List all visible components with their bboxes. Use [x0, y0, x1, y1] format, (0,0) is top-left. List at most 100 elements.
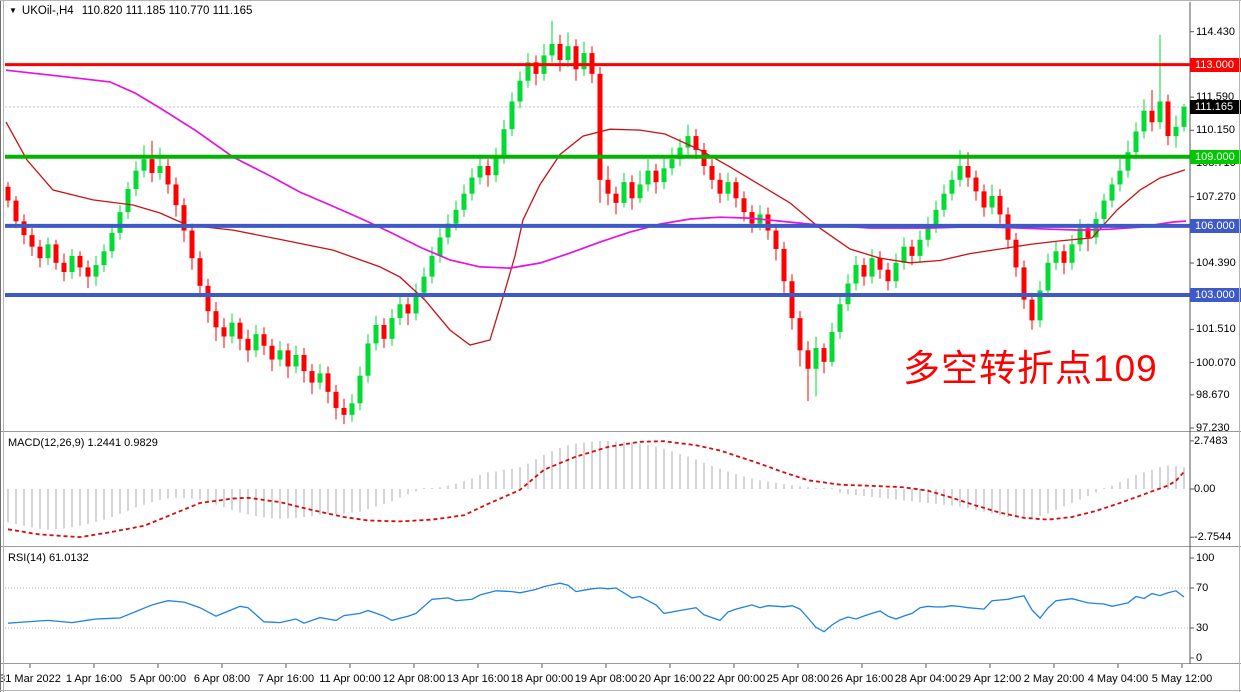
candle-up [1133, 131, 1139, 153]
candle-down [85, 267, 91, 277]
candle-down [213, 311, 219, 328]
candle-up [357, 375, 363, 404]
candle-up [125, 189, 131, 213]
candle-up [509, 101, 515, 130]
candle-up [317, 373, 323, 383]
candle-up [477, 166, 483, 178]
candle-up [829, 331, 835, 362]
candle-down [573, 46, 579, 70]
candle-up [461, 193, 467, 210]
candle-down [245, 338, 251, 351]
candle-up [365, 343, 371, 376]
candle-down [1165, 101, 1171, 137]
candle-up [581, 53, 587, 70]
candle-down [5, 186, 11, 201]
candle-down [861, 265, 867, 277]
macd-name: MACD(12,26,9) [8, 437, 85, 449]
candle-up [725, 182, 731, 194]
candle-up [117, 212, 123, 233]
candle-down [717, 179, 723, 194]
candle-down [61, 262, 67, 273]
candle-down [29, 235, 35, 247]
text-annotation[interactable]: 多空转折点109 [903, 348, 1158, 389]
candle-up [1117, 170, 1123, 185]
candle-down [301, 354, 307, 372]
candle-down [965, 166, 971, 178]
candle-up [677, 147, 683, 160]
candle-up [141, 159, 147, 171]
symbol-dropdown-icon[interactable]: ▼ [9, 6, 17, 15]
candle-up [1037, 290, 1043, 321]
candle-up [661, 168, 667, 183]
candle-down [21, 221, 27, 236]
candle-down [165, 166, 171, 185]
candle-down [981, 191, 987, 208]
candle-up [565, 46, 571, 61]
candle-down [261, 334, 267, 346]
candle-up [1077, 228, 1083, 245]
candle-up [277, 350, 283, 360]
window-frame-line [1239, 0, 1240, 692]
candle-up [637, 184, 643, 199]
candle-down [77, 255, 83, 268]
candle-up [349, 403, 355, 415]
candle-down [821, 348, 827, 362]
candle-down [181, 205, 187, 231]
candle-up [669, 159, 675, 169]
pane-separator-light [0, 432, 1241, 433]
candle-down [285, 350, 291, 367]
candle-up [429, 255, 435, 277]
rsi-line [7, 582, 1185, 633]
candle-down [485, 166, 491, 176]
candle-down [309, 371, 315, 383]
candle-down [13, 200, 19, 222]
window-frame-line [0, 0, 1241, 1]
candle-down [557, 43, 563, 61]
candle-down [765, 214, 771, 231]
candle-down [237, 322, 243, 339]
candle-up [837, 304, 843, 332]
pane-separator-light [0, 664, 1241, 665]
candle-up [1109, 184, 1115, 201]
candle-up [469, 177, 475, 194]
macd-indicator-label: MACD(12,26,9) 1.2441 0.9829 [8, 437, 158, 449]
candle-up [1101, 200, 1107, 220]
candle-up [421, 276, 427, 293]
candle-up [373, 324, 379, 344]
candle-down [1021, 267, 1027, 300]
candle-up [989, 195, 995, 208]
candle-up [453, 209, 459, 224]
candle-up [69, 255, 75, 273]
candle-down [173, 184, 179, 206]
candle-down [973, 177, 979, 192]
pane-separator [0, 546, 1241, 547]
candle-up [853, 265, 859, 284]
candle-down [781, 248, 787, 282]
candle-down [1061, 251, 1067, 263]
candle-up [813, 348, 819, 369]
rsi-indicator-label: RSI(14) 61.0132 [8, 552, 89, 564]
candle-down [789, 281, 795, 319]
window-frame-line [0, 0, 1, 692]
candle-up [901, 246, 907, 263]
candle-up [45, 244, 51, 259]
candle-up [917, 239, 923, 256]
candle-down [333, 391, 339, 408]
candle-down [189, 230, 195, 259]
candle-down [197, 258, 203, 286]
candle-up [253, 334, 259, 351]
candle-down [1085, 228, 1091, 238]
pane-separator-light [0, 547, 1241, 548]
candle-up [517, 80, 523, 102]
pane-separator [0, 431, 1241, 432]
candle-up [413, 292, 419, 314]
candle-up [397, 304, 403, 319]
candle-down [877, 258, 883, 270]
candle-up [445, 223, 451, 238]
candle-up [293, 354, 299, 367]
chart-title: ▼ UKOil-,H4 110.820 111.185 110.770 111.16… [9, 5, 252, 17]
candle-up [621, 182, 627, 203]
candle-down [341, 407, 347, 415]
